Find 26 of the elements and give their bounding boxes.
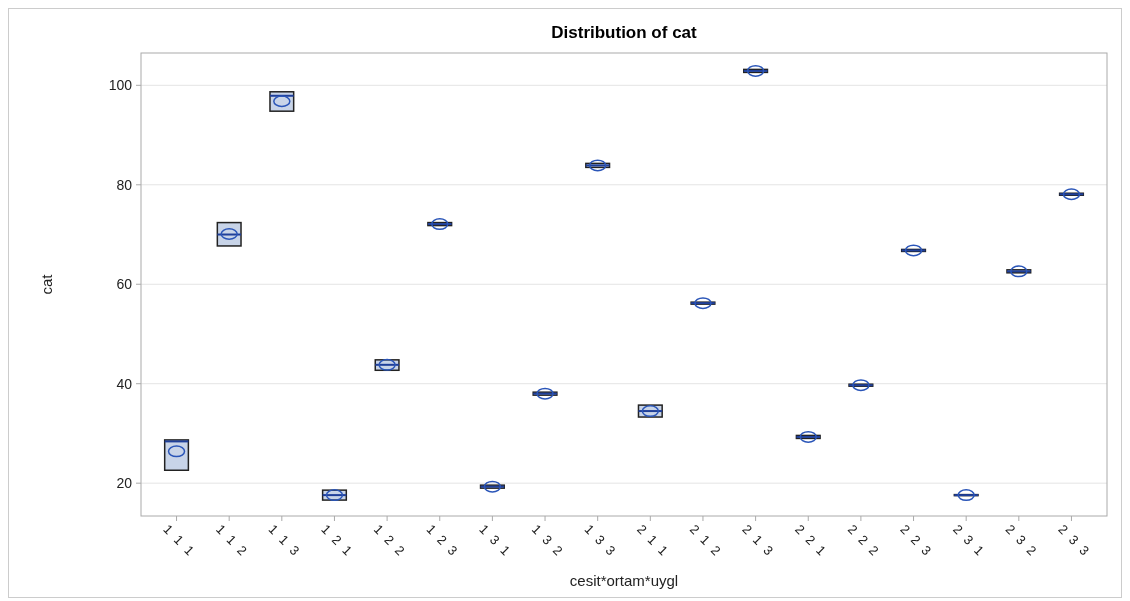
x-tick-label: 1 2 3 — [423, 521, 462, 560]
x-tick-label: 1 1 2 — [213, 521, 252, 560]
x-tick-label: 1 3 3 — [581, 521, 620, 560]
x-tick-label: 2 2 2 — [844, 521, 883, 560]
x-axis-title: cesit*ortam*uygl — [569, 572, 679, 589]
x-tick-label: 2 2 1 — [792, 521, 831, 560]
x-tick-label: 2 1 2 — [686, 521, 725, 560]
y-tick-label: 60 — [116, 276, 133, 293]
x-tick-label: 2 3 1 — [950, 521, 989, 560]
x-tick-label: 1 2 1 — [318, 521, 357, 560]
chart-title: Distribution of cat — [551, 23, 698, 42]
x-tick-label: 2 1 3 — [739, 521, 778, 560]
x-tick-label: 2 1 1 — [634, 521, 673, 560]
x-tick-label: 1 2 2 — [370, 521, 410, 560]
y-tick-label: 80 — [116, 176, 133, 193]
y-tick-label: 100 — [108, 77, 133, 94]
y-tick-label: 40 — [116, 375, 133, 392]
x-tick-label: 1 1 3 — [265, 521, 304, 560]
x-tick-label: 1 1 1 — [160, 521, 199, 560]
x-tick-label: 1 3 2 — [528, 521, 568, 560]
y-tick-label: 20 — [116, 475, 133, 492]
x-tick-label: 2 3 3 — [1055, 521, 1094, 560]
y-axis-title: cat — [38, 273, 55, 295]
x-tick-label: 2 2 3 — [897, 521, 936, 560]
x-tick-label: 2 3 2 — [1002, 521, 1041, 560]
x-tick-label: 1 3 1 — [476, 521, 515, 560]
